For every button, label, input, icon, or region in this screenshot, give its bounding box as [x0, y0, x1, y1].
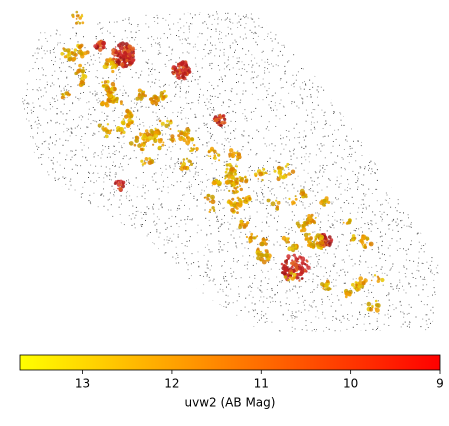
source-clumps [60, 11, 384, 313]
x-tick-label: 10 [343, 377, 358, 391]
x-tick-label: 11 [254, 377, 269, 391]
x-tick-label: 13 [75, 377, 90, 391]
colorbar [20, 355, 440, 370]
x-tick-label: 12 [164, 377, 179, 391]
colorbar-label: uvw2 (AB Mag) [185, 396, 276, 410]
x-tick-label: 9 [436, 377, 444, 391]
